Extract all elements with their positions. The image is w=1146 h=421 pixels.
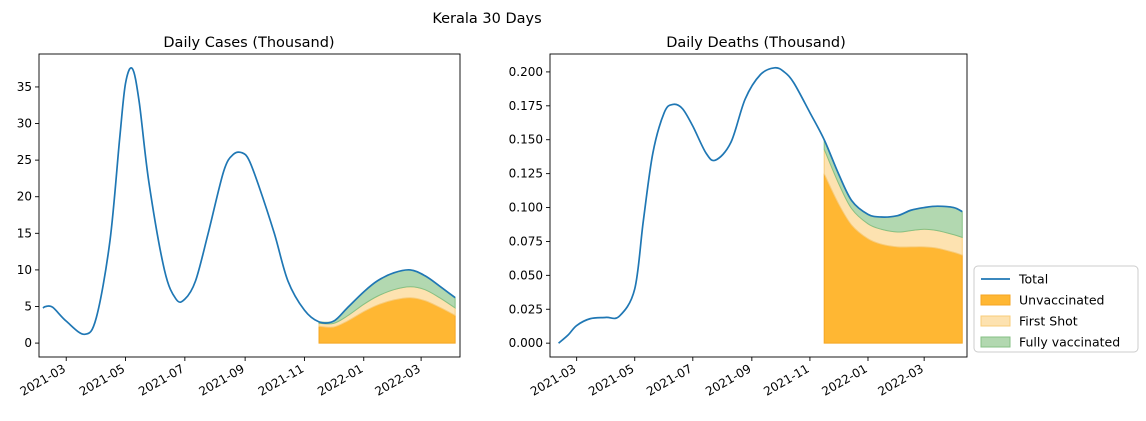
y-tick-label-cases: 25	[17, 153, 32, 167]
x-tick-label-deaths: 2021-09	[703, 361, 753, 398]
axes-frame-cases	[38, 53, 461, 358]
x-tick-label-deaths: 2022-01	[819, 361, 869, 398]
line-cases-total	[42, 67, 456, 336]
legend-frame	[973, 265, 1139, 353]
y-tick-label-deaths: 0.175	[509, 99, 543, 113]
legend: Total Unvaccinated First Shot Fully vaccina…	[973, 265, 1139, 353]
y-tick-label-deaths: 0.000	[509, 336, 543, 350]
axes-frame-deaths	[549, 53, 968, 358]
x-tick-label-cases: 2021-07	[136, 361, 186, 398]
y-tick-label-cases: 30	[17, 117, 32, 131]
y-tick-label-cases: 5	[24, 300, 32, 314]
y-tick-label-deaths: 0.150	[509, 133, 543, 147]
legend-swatch-first-shot	[980, 315, 1011, 327]
legend-label-first-shot: First Shot	[1019, 314, 1078, 329]
x-tick-label-deaths: 2021-03	[528, 361, 578, 398]
figure-suptitle: Kerala 30 Days	[432, 11, 541, 27]
chart-deaths: Daily Deaths (Thousand) 0.000 0.025 0.050 0…	[509, 35, 968, 399]
x-tick-label-cases: 2021-03	[18, 361, 68, 398]
y-tick-label-cases: 0	[24, 336, 32, 350]
x-tick-label-cases: 2021-11	[256, 361, 306, 398]
y-tick-label-cases: 10	[17, 263, 32, 277]
y-tick-label-deaths: 0.100	[509, 201, 543, 215]
legend-swatch-unvaccinated	[980, 294, 1011, 306]
x-tick-label-cases: 2021-05	[77, 361, 127, 398]
legend-swatch-fully-vaccinated	[980, 336, 1011, 348]
legend-label-unvaccinated: Unvaccinated	[1019, 293, 1104, 308]
y-tick-label-cases: 35	[17, 80, 32, 94]
y-tick-label-deaths: 0.075	[509, 234, 543, 248]
y-tick-label-deaths: 0.025	[509, 302, 543, 316]
chart-deaths-title: Daily Deaths (Thousand)	[666, 35, 846, 51]
x-tick-label-cases: 2022-03	[372, 361, 422, 398]
y-tick-label-deaths: 0.125	[509, 167, 543, 181]
x-tick-label-cases: 2022-01	[315, 361, 365, 398]
chart-cases: Daily Cases (Thousand) 0 5 10 15 20 25 30 35 202…	[17, 35, 461, 399]
x-tick-label-deaths: 2021-07	[644, 361, 694, 398]
y-tick-label-cases: 20	[17, 190, 32, 204]
y-tick-label-deaths: 0.200	[509, 65, 543, 79]
chart-cases-title: Daily Cases (Thousand)	[163, 35, 334, 51]
x-tick-label-deaths: 2021-05	[586, 361, 636, 398]
x-tick-label-deaths: 2022-03	[876, 361, 926, 398]
line-deaths-total	[558, 66, 963, 344]
x-tick-label-cases: 2021-09	[196, 361, 246, 398]
y-tick-label-deaths: 0.050	[509, 268, 543, 282]
legend-label-total: Total	[1018, 272, 1048, 287]
y-tick-label-cases: 15	[17, 226, 32, 240]
x-tick-label-deaths: 2021-11	[761, 361, 811, 398]
legend-label-fully-vaccinated: Fully vaccinated	[1019, 335, 1120, 350]
